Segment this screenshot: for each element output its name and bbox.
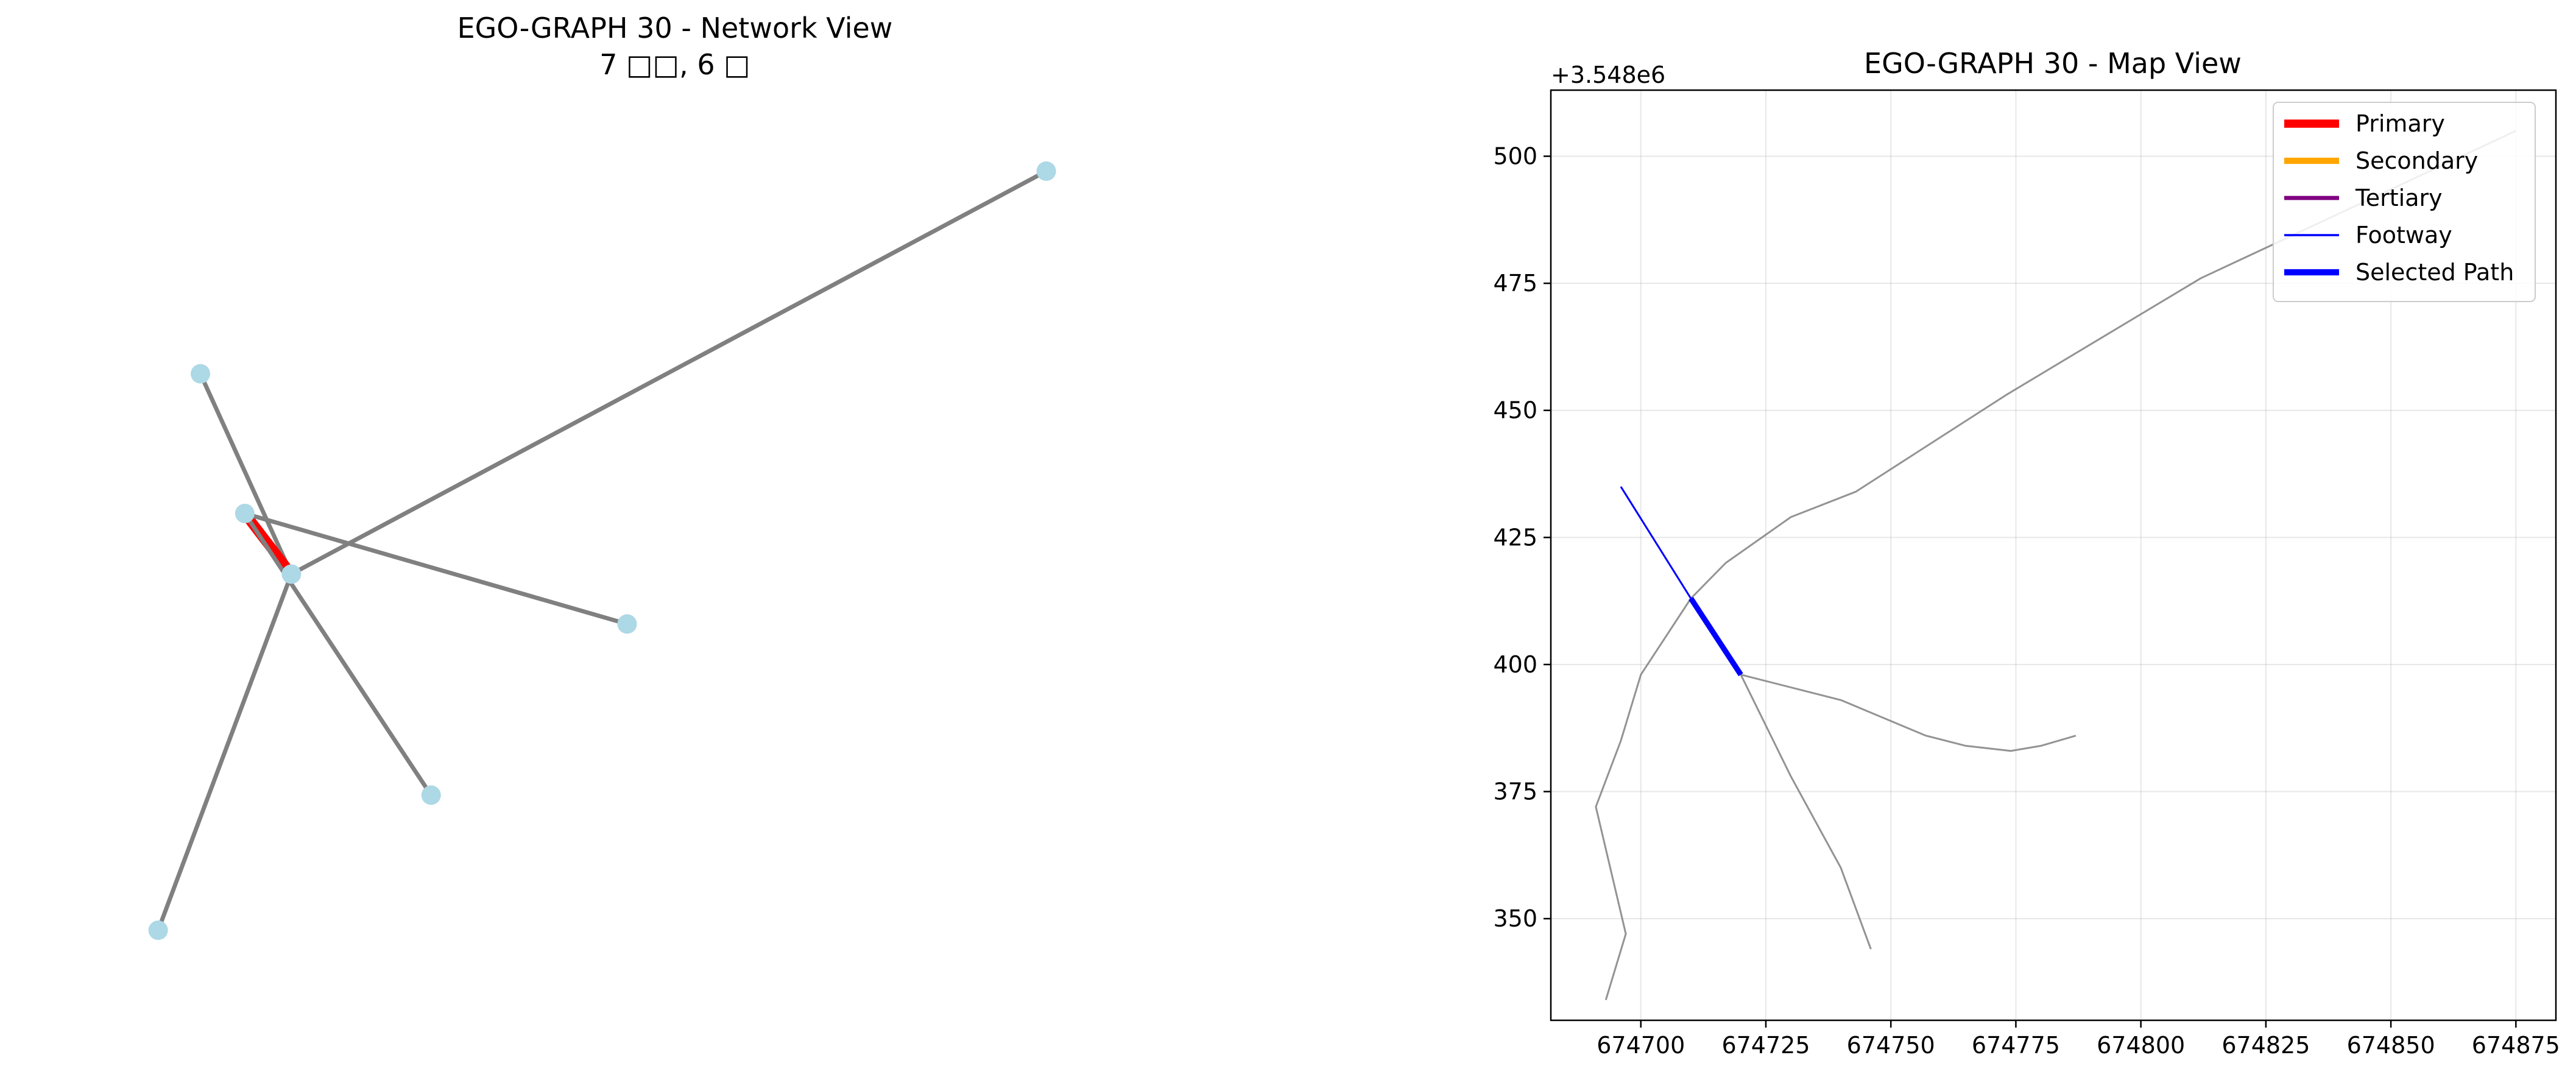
network-node [1036,161,1056,181]
y-tick: 500 [1493,143,1551,169]
network-node [617,614,637,634]
network-node [235,503,255,523]
legend-label: Footway [2355,222,2452,249]
legend-entry: Tertiary [2284,185,2443,211]
network-nodes [148,161,1056,941]
map-selected-line [1689,596,1743,677]
map-axes-frame [1550,89,2557,1022]
y-tick-label: 425 [1493,524,1537,551]
y-tick: 400 [1493,651,1551,678]
y-tick-label: 350 [1493,905,1537,932]
legend-label: Secondary [2355,147,2478,174]
x-tick-label: 674725 [1721,1032,1810,1059]
legend-box [2273,102,2536,302]
x-tick: 674725 [1721,1020,1810,1059]
x-tick-label: 674850 [2347,1032,2435,1059]
map-footway-line [1620,486,1692,599]
x-tick: 674775 [1972,1020,2060,1059]
network-view-panel: EGO-GRAPH 30 - Network View 7 □□, 6 □ [148,12,1056,941]
network-node [421,785,441,805]
map-edge-line [1690,130,2516,599]
y-axis-ticks: 350 375 400 425 450 475 500 [1493,143,1551,932]
x-tick: 674825 [2221,1020,2310,1059]
map-lines [1595,130,2516,1001]
x-tick: 674875 [2472,1020,2560,1059]
map-edge-line [1740,674,1872,950]
y-tick-label: 450 [1493,397,1537,424]
network-view-title: EGO-GRAPH 30 - Network View [457,12,893,44]
network-node [281,564,302,584]
legend-label: Selected Path [2355,259,2514,286]
x-tick: 674800 [2097,1020,2185,1059]
x-tick-label: 674875 [2472,1032,2560,1059]
x-tick: 674850 [2347,1020,2435,1059]
legend-entry: Primary [2284,110,2445,137]
network-view-subtitle: 7 □□, 6 □ [599,48,750,81]
network-node [191,364,211,384]
y-tick: 375 [1493,778,1551,805]
y-tick-label: 375 [1493,778,1537,805]
y-offset-label: +3.548e6 [1551,62,1665,88]
map-grid [1551,90,2556,1020]
network-edge [198,373,294,575]
x-tick-label: 674700 [1597,1032,1685,1059]
y-tick-label: 475 [1493,270,1537,297]
map-view-title: EGO-GRAPH 30 - Map View [1864,47,2242,80]
network-node [148,920,168,941]
y-tick: 450 [1493,397,1551,424]
y-tick: 425 [1493,524,1551,551]
legend-entry: Secondary [2284,147,2478,174]
y-tick-label: 400 [1493,651,1537,678]
network-edge [156,573,294,931]
legend-label: Primary [2355,110,2445,137]
network-edge [242,512,433,797]
y-tick: 350 [1493,905,1551,932]
network-edge [290,169,1048,576]
legend-label: Tertiary [2355,185,2443,211]
x-tick-label: 674775 [1972,1032,2060,1059]
x-tick-label: 674825 [2221,1032,2310,1059]
y-tick: 475 [1493,270,1551,297]
x-tick: 674700 [1597,1020,1685,1059]
legend-entry: Selected Path [2284,259,2514,286]
map-view-panel: EGO-GRAPH 30 - Map View +3.548e6 674700 6… [1493,47,2560,1059]
map-edge-line [1740,674,2077,752]
y-tick-label: 500 [1493,143,1537,169]
map-edge-line [1595,598,1692,1001]
legend-entry: Footway [2284,222,2452,249]
network-edges [156,169,1048,931]
x-tick-label: 674800 [2097,1032,2185,1059]
x-tick-label: 674750 [1847,1032,1935,1059]
x-axis-ticks: 674700 674725 674750 674775 674800 674825 6748… [1597,1020,2560,1059]
legend: Primary Secondary Tertiary Footway Selected … [2273,102,2536,302]
x-tick: 674750 [1847,1020,1935,1059]
network-edge [244,511,628,626]
